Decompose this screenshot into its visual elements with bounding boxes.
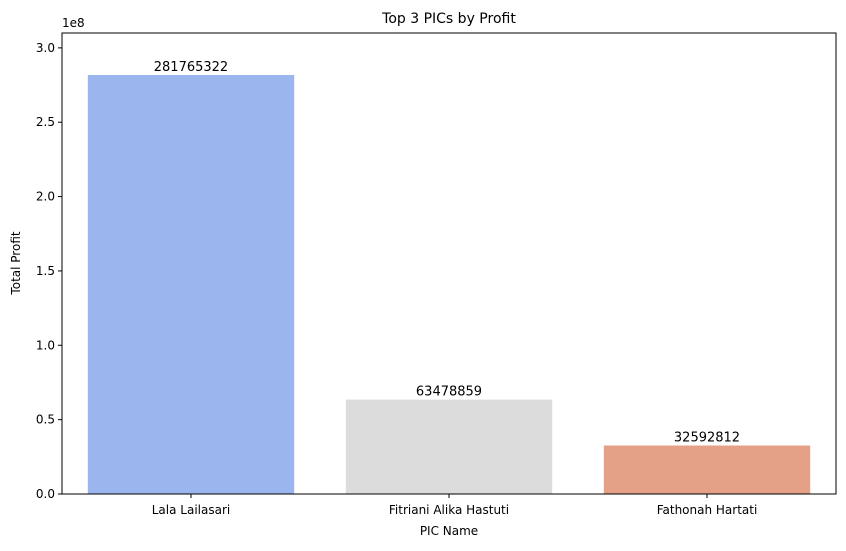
bars-group [87, 74, 811, 494]
chart-title: Top 3 PICs by Profit [381, 11, 516, 27]
x-axis: Lala Lailasari Fitriani Alika Hastuti Fath… [152, 494, 758, 517]
bar-value-label: 281765322 [154, 60, 228, 75]
y-axis-offset-label: 1e8 [62, 16, 85, 30]
bar [87, 74, 295, 494]
bar [345, 399, 553, 494]
y-tick-label: 3.0 [36, 41, 55, 55]
x-tick-label: Lala Lailasari [152, 503, 230, 517]
x-tick-label: Fathonah Hartati [657, 503, 758, 517]
y-tick-label: 0.0 [36, 487, 55, 501]
y-axis-label: Total Profit [9, 231, 23, 295]
y-tick-label: 0.5 [36, 413, 55, 427]
y-tick-label: 1.5 [36, 264, 55, 278]
data-labels-group: 281765322 63478859 32592812 [154, 60, 740, 446]
y-tick-label: 2.5 [36, 115, 55, 129]
plot-frame [61, 32, 837, 495]
x-axis-label: PIC Name [420, 524, 478, 538]
y-tick-label: 1.0 [36, 338, 55, 352]
x-tick-label: Fitriani Alika Hastuti [389, 503, 509, 517]
y-tick-label: 2.0 [36, 190, 55, 204]
bar-value-label: 32592812 [674, 431, 740, 446]
y-axis: 0.0 0.5 1.0 1.5 2.0 2.5 3.0 [36, 41, 62, 501]
bar-value-label: 63478859 [416, 385, 482, 400]
bar [603, 445, 811, 494]
